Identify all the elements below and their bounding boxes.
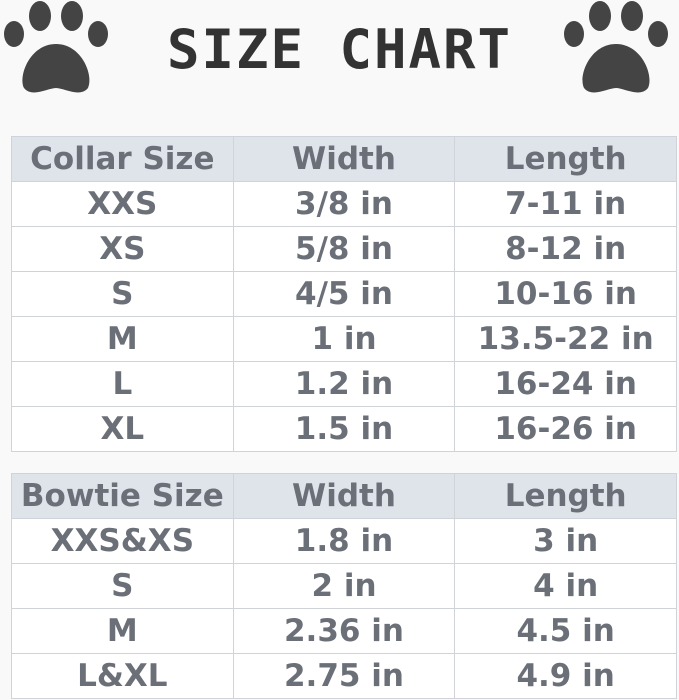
table-cell: L&XL: [11, 653, 234, 699]
table-row: XS 5/8 in 8-12 in: [11, 226, 677, 272]
table-cell: 2.36 in: [232, 608, 456, 654]
column-header: Width: [232, 473, 456, 519]
table-cell: 16-26 in: [454, 406, 677, 452]
column-header: Length: [454, 473, 677, 519]
header-row: Collar Size Width Length: [11, 136, 677, 182]
table-cell: 3/8 in: [232, 181, 456, 227]
table-row: S 4/5 in 10-16 in: [11, 271, 677, 317]
column-header: Width: [232, 136, 456, 182]
table-cell: 4 in: [454, 563, 677, 609]
column-header: Bowtie Size: [11, 473, 234, 519]
table-row: L 1.2 in 16-24 in: [11, 361, 677, 407]
table-cell: S: [11, 563, 234, 609]
header-row: Bowtie Size Width Length: [11, 473, 677, 519]
table-row: M 2.36 in 4.5 in: [11, 608, 677, 654]
table-cell: 1.2 in: [232, 361, 456, 407]
column-header: Length: [454, 136, 677, 182]
table-cell: 4/5 in: [232, 271, 456, 317]
table-cell: 1.5 in: [232, 406, 456, 452]
table-cell: M: [11, 608, 234, 654]
table-cell: XXS&XS: [11, 518, 234, 564]
table-cell: 10-16 in: [454, 271, 677, 317]
paw-icon: [4, 1, 108, 93]
table-cell: 13.5-22 in: [454, 316, 677, 362]
table-row: XL 1.5 in 16-26 in: [11, 406, 677, 452]
table-cell: 1.8 in: [232, 518, 456, 564]
table-cell: 4.9 in: [454, 653, 677, 699]
table-cell: 16-24 in: [454, 361, 677, 407]
table-cell: L: [11, 361, 234, 407]
table-cell: 7-11 in: [454, 181, 677, 227]
table-cell: XXS: [11, 181, 234, 227]
table-cell: 8-12 in: [454, 226, 677, 272]
table-cell: 5/8 in: [232, 226, 456, 272]
table-row: XXS 3/8 in 7-11 in: [11, 181, 677, 227]
table-cell: XS: [11, 226, 234, 272]
table-cell: 4.5 in: [454, 608, 677, 654]
size-table: Collar Size Width Length XXS 3/8 in 7-11 in XS…: [11, 136, 677, 452]
paw-icon: [564, 1, 668, 93]
table-cell: S: [11, 271, 234, 317]
table-cell: 2.75 in: [232, 653, 456, 699]
table-cell: 1 in: [232, 316, 456, 362]
table-cell: XL: [11, 406, 234, 452]
size-table: Bowtie Size Width Length XXS&XS 1.8 in 3 in S 2…: [11, 473, 677, 699]
table-row: L&XL 2.75 in 4.9 in: [11, 653, 677, 699]
table-cell: 2 in: [232, 563, 456, 609]
column-header: Collar Size: [11, 136, 234, 182]
table-cell: M: [11, 316, 234, 362]
title: SIZE CHART: [166, 18, 513, 81]
table-cell: 3 in: [454, 518, 677, 564]
table-row: XXS&XS 1.8 in 3 in: [11, 518, 677, 564]
